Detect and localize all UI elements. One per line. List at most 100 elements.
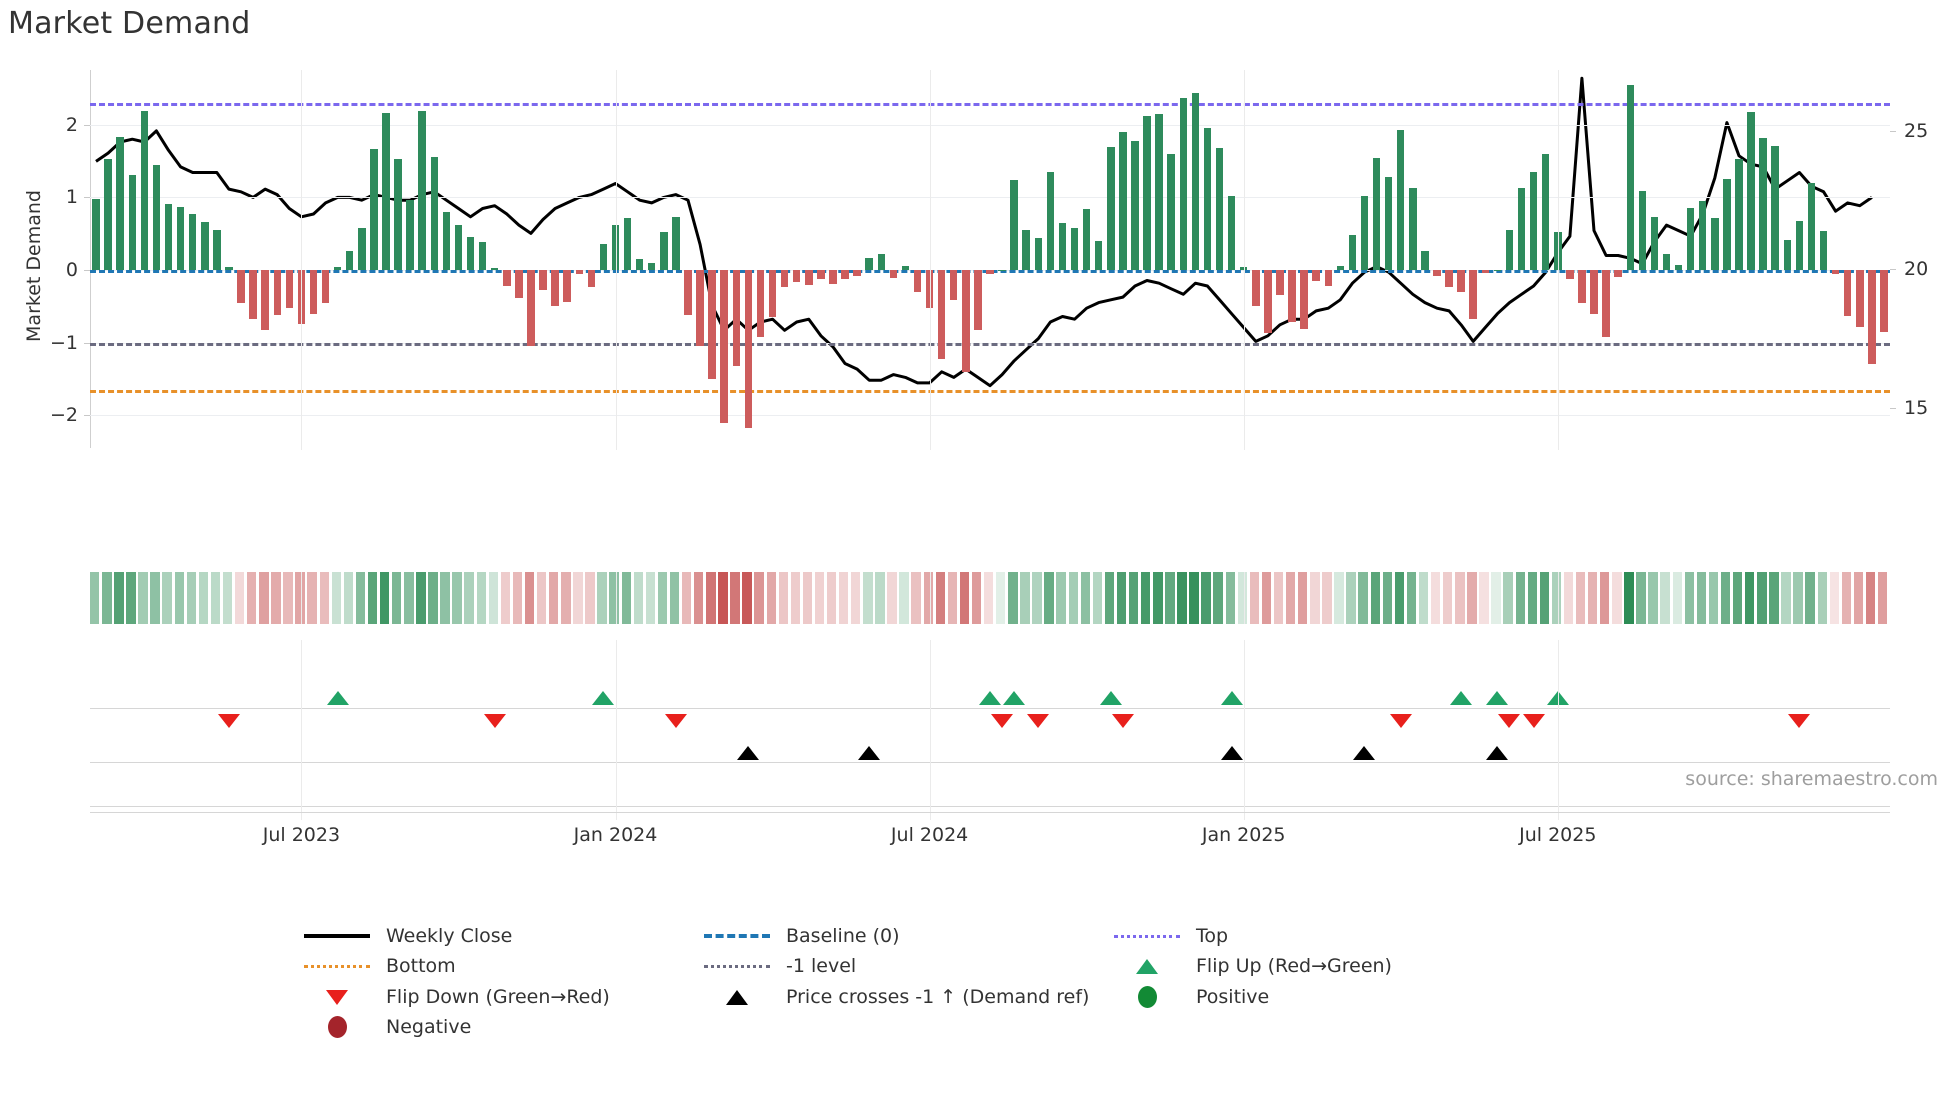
heat-cell bbox=[1769, 572, 1779, 624]
demand-bar bbox=[1215, 147, 1224, 270]
demand-bar bbox=[309, 269, 318, 315]
heat-cell bbox=[488, 572, 499, 624]
demand-bar bbox=[1227, 196, 1236, 270]
left-spine bbox=[90, 70, 91, 448]
reference-line-top bbox=[90, 102, 1890, 106]
flip-down-marker bbox=[1788, 714, 1811, 728]
demand-bar bbox=[1203, 128, 1212, 270]
heat-cell bbox=[1177, 572, 1187, 624]
legend-item[interactable]: Top bbox=[1110, 925, 1228, 947]
heat-cell bbox=[1829, 572, 1840, 624]
demand-bar bbox=[1759, 137, 1767, 270]
heat-cell bbox=[271, 572, 281, 624]
heat-cell bbox=[1285, 572, 1296, 624]
flip-up-marker bbox=[979, 691, 1001, 705]
x-axis-tick-label: Jan 2024 bbox=[573, 824, 658, 846]
heat-cell bbox=[1104, 572, 1115, 624]
heat-cell bbox=[1853, 572, 1864, 624]
demand-bar bbox=[587, 269, 596, 287]
y-axis-right-tick-mark bbox=[1890, 130, 1896, 132]
heat-cell bbox=[416, 572, 426, 624]
demand-bar bbox=[503, 269, 511, 286]
legend-item[interactable]: -1 level bbox=[700, 955, 856, 977]
legend-item-label: Flip Down (Green→Red) bbox=[386, 986, 610, 1008]
y-axis-tick-mark bbox=[84, 415, 90, 417]
demand-bar bbox=[1433, 269, 1441, 276]
heat-cell bbox=[1443, 572, 1453, 624]
heat-cell bbox=[1684, 572, 1695, 624]
demand-bar bbox=[1711, 217, 1719, 270]
demand-bar bbox=[720, 269, 728, 423]
heat-cell bbox=[1382, 572, 1393, 624]
x-gridline bbox=[929, 640, 931, 820]
y-axis-right-tick-mark bbox=[1890, 269, 1896, 271]
heat-cell bbox=[983, 572, 994, 624]
demand-bar bbox=[708, 269, 716, 379]
demand-bar bbox=[744, 269, 753, 429]
demand-bar bbox=[1191, 92, 1200, 270]
heat-cell bbox=[1128, 572, 1139, 624]
heat-cell bbox=[851, 572, 861, 624]
demand-bar bbox=[1457, 269, 1465, 292]
x-gridline bbox=[615, 70, 617, 450]
demand-bar bbox=[418, 111, 426, 270]
heat-cell bbox=[1660, 572, 1670, 624]
flip-up-marker bbox=[326, 691, 349, 705]
heat-cell bbox=[295, 572, 305, 624]
demand-bar bbox=[1264, 269, 1272, 334]
heat-cell bbox=[633, 572, 644, 624]
heat-cell bbox=[512, 572, 523, 624]
heat-cell bbox=[1563, 572, 1574, 624]
heat-cell bbox=[1201, 572, 1211, 624]
heat-cell bbox=[379, 572, 390, 624]
heat-cell bbox=[1334, 572, 1344, 624]
legend-item[interactable]: Price crosses -1 ↑ (Demand ref) bbox=[700, 986, 1089, 1008]
y-axis-left-tick: −1 bbox=[49, 331, 78, 354]
demand-bar bbox=[1783, 240, 1792, 270]
demand-bar bbox=[575, 269, 583, 275]
demand-bar bbox=[1505, 229, 1514, 270]
demand-bar bbox=[974, 269, 982, 331]
demand-bar bbox=[805, 269, 813, 286]
flip-down-marker bbox=[1389, 714, 1412, 728]
heat-cell bbox=[367, 572, 378, 624]
demand-bar bbox=[950, 269, 958, 301]
x-gridline bbox=[301, 572, 303, 624]
y-axis-left-tick: 0 bbox=[65, 258, 78, 281]
heat-cell bbox=[343, 572, 354, 624]
heat-cell bbox=[464, 572, 474, 624]
legend-item[interactable]: Negative bbox=[300, 1016, 471, 1038]
weekly-close-line bbox=[95, 76, 1873, 388]
heat-cell bbox=[1672, 572, 1682, 624]
heat-cell bbox=[283, 572, 293, 624]
heat-cell bbox=[887, 572, 897, 624]
x-axis-tick-label: Jul 2024 bbox=[890, 824, 969, 846]
demand-bar bbox=[1324, 269, 1332, 286]
legend-item[interactable]: Bottom bbox=[300, 955, 456, 977]
demand-bar bbox=[1699, 200, 1707, 270]
x-axis-tick-label: Jan 2025 bbox=[1201, 824, 1286, 846]
heat-cell bbox=[959, 572, 970, 624]
demand-bar bbox=[1469, 269, 1477, 319]
legend-item[interactable]: Weekly Close bbox=[300, 925, 512, 947]
demand-bar bbox=[1094, 240, 1103, 270]
demand-bar bbox=[1880, 269, 1888, 332]
heat-cell bbox=[657, 572, 668, 624]
marker-row-line bbox=[90, 708, 1890, 709]
legend-item[interactable]: Flip Up (Red→Green) bbox=[1110, 955, 1392, 977]
legend-item[interactable]: Positive bbox=[1110, 986, 1269, 1008]
demand-bar bbox=[841, 269, 849, 279]
heat-cell bbox=[222, 572, 233, 624]
legend-item[interactable]: Baseline (0) bbox=[700, 925, 900, 947]
demand-bar bbox=[962, 269, 970, 372]
demand-bar bbox=[345, 251, 354, 270]
price-cross-marker bbox=[737, 746, 760, 760]
y-axis-right-tick: 25 bbox=[1904, 119, 1929, 142]
heat-cell bbox=[1008, 572, 1018, 624]
heat-cell bbox=[935, 572, 946, 624]
heat-cell bbox=[1032, 572, 1042, 624]
legend-item[interactable]: Flip Down (Green→Red) bbox=[300, 986, 610, 1008]
flip-down-marker bbox=[1522, 714, 1545, 728]
legend-item-label: Baseline (0) bbox=[786, 925, 900, 947]
heat-cell bbox=[549, 572, 559, 624]
